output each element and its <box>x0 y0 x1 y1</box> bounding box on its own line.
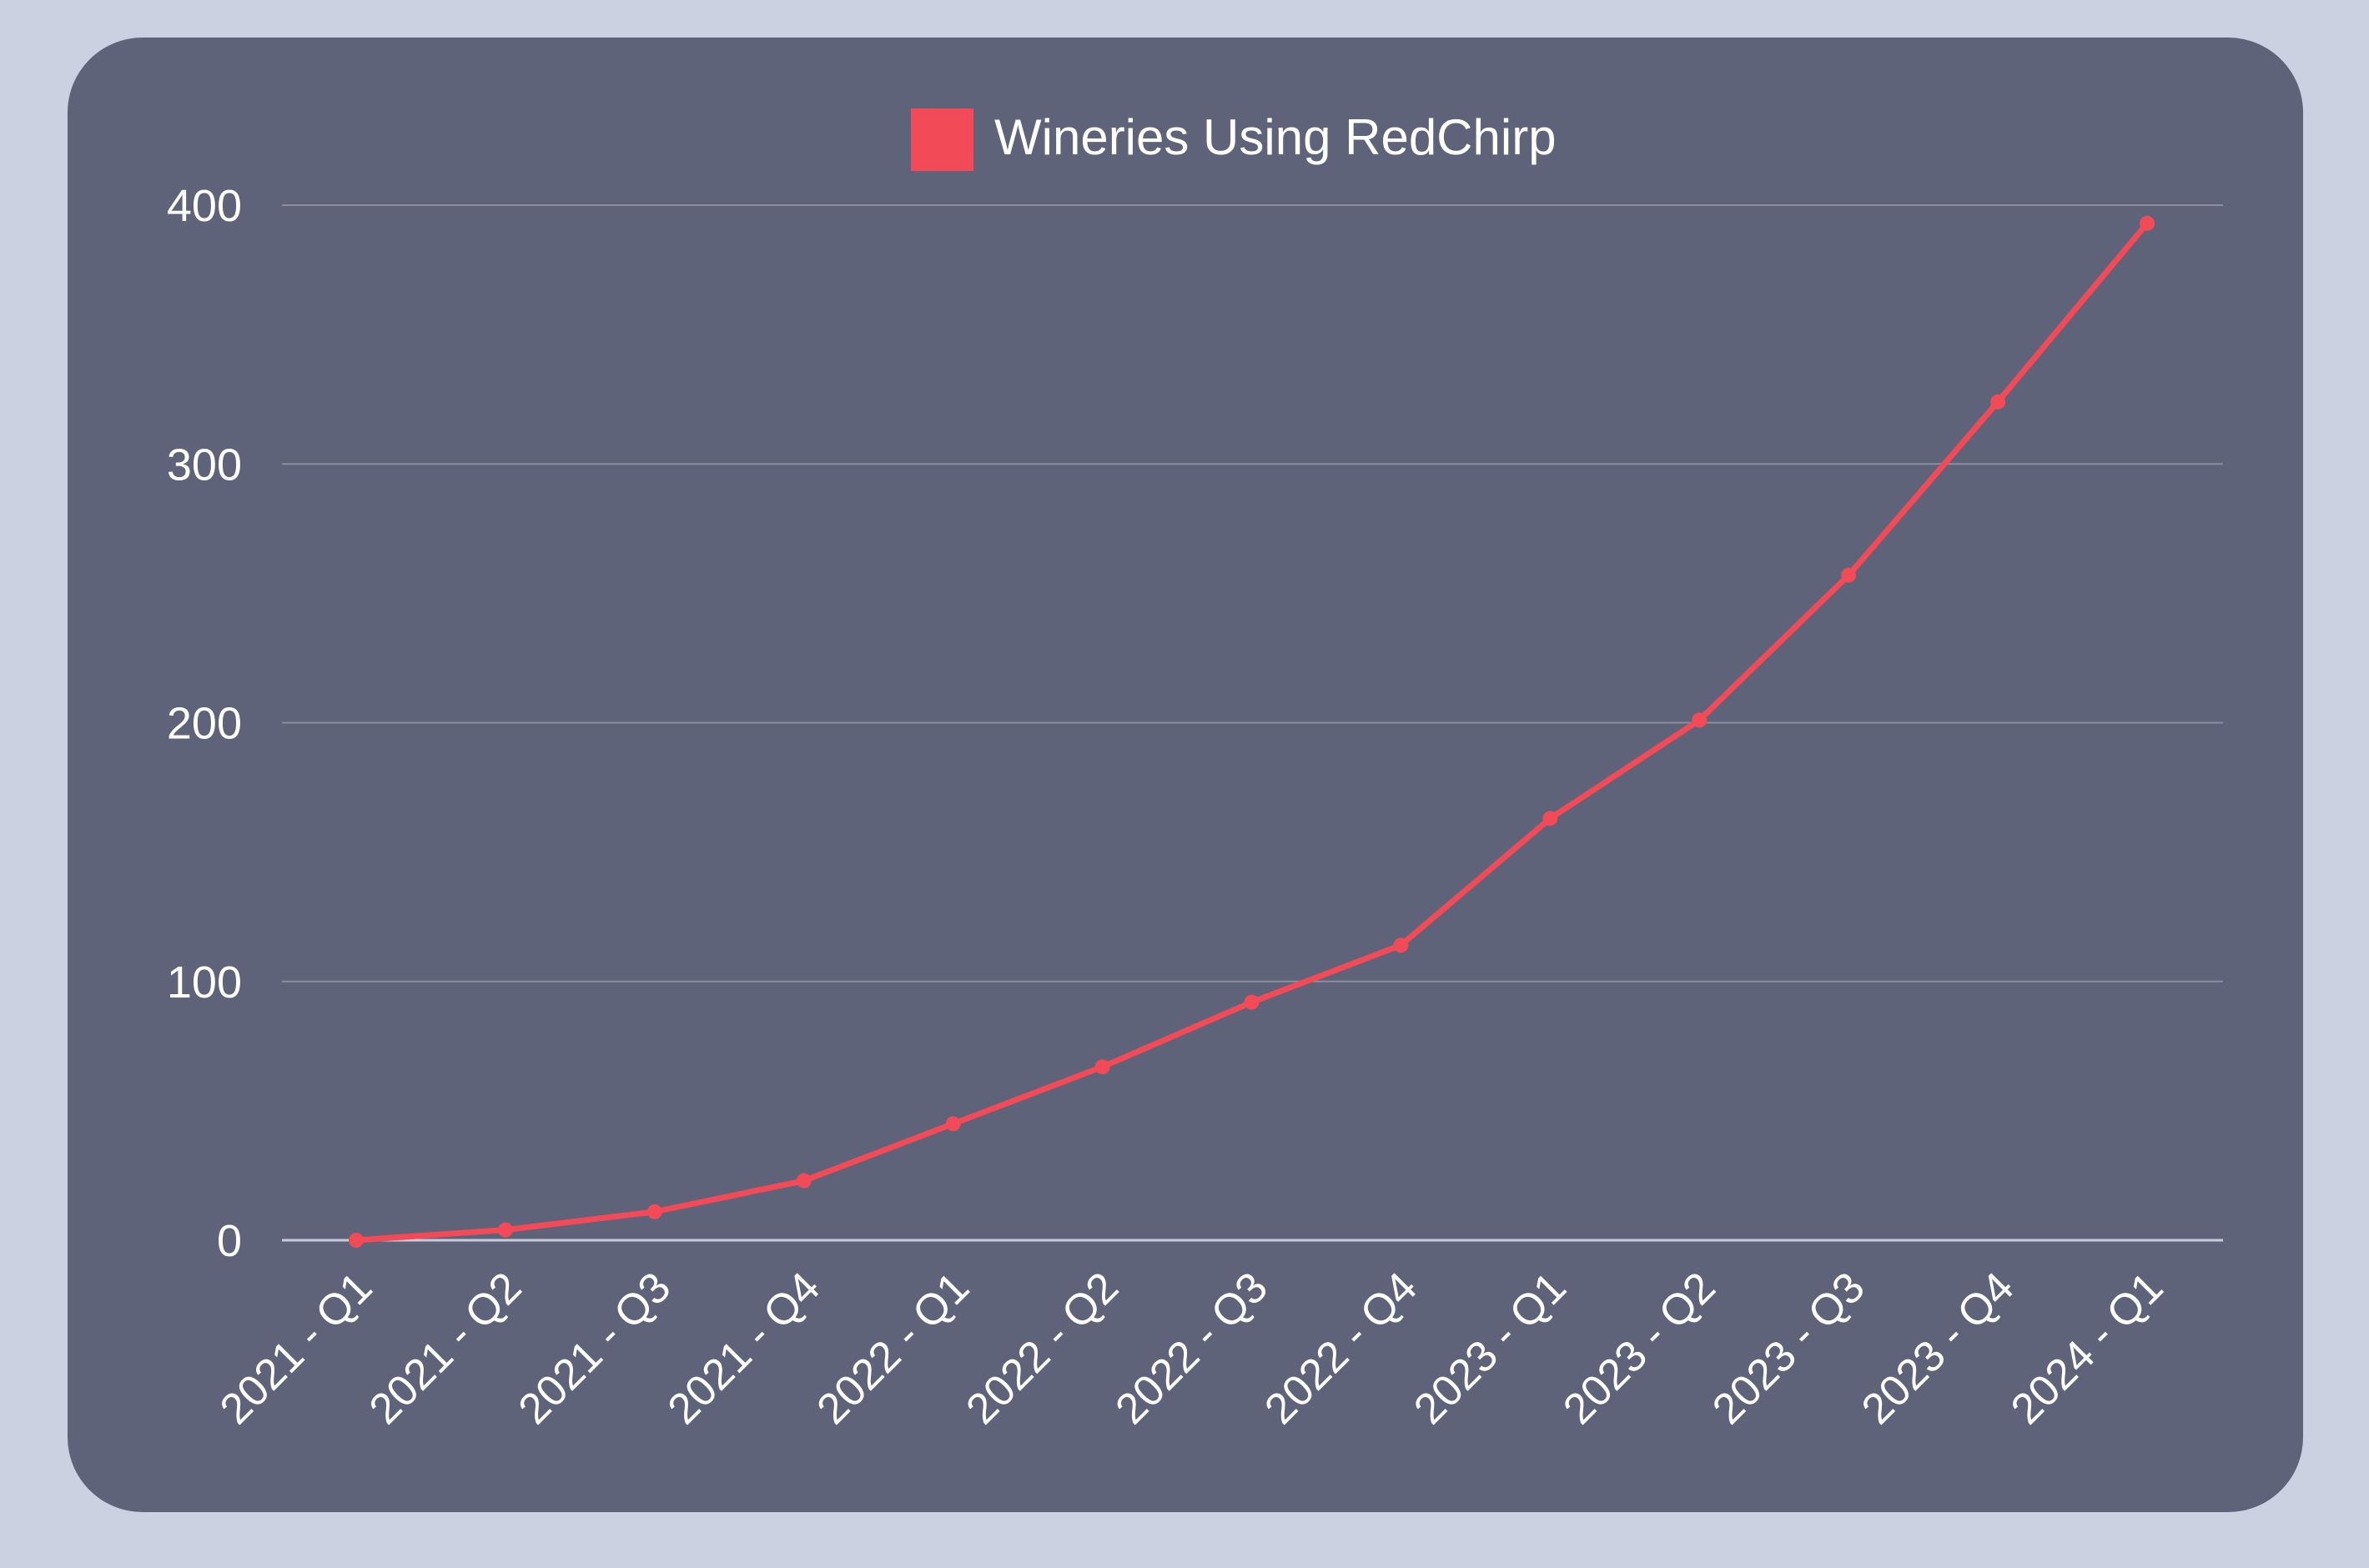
y-axis-ticks: 0 100 200 300 400 <box>167 181 242 1266</box>
x-tick-label: 2021 - Q3 <box>510 1263 681 1434</box>
legend-swatch <box>911 108 973 171</box>
x-tick-label: 2023 - Q2 <box>1554 1263 1725 1434</box>
data-point[interactable] <box>2140 215 2155 231</box>
legend-label: Wineries Using RedChirp <box>994 109 1557 165</box>
data-point[interactable] <box>945 1116 961 1132</box>
x-tick-label: 2022 - Q4 <box>1255 1263 1426 1434</box>
y-tick-label: 400 <box>167 181 242 231</box>
data-point[interactable] <box>646 1204 662 1219</box>
x-tick-label: 2023 - Q4 <box>1853 1263 2024 1434</box>
chart-card <box>68 38 2303 1512</box>
data-point[interactable] <box>1990 394 2006 410</box>
y-tick-label: 300 <box>167 440 242 490</box>
data-point[interactable] <box>1692 712 1708 728</box>
series-line <box>353 220 2150 1244</box>
y-tick-label: 200 <box>167 699 242 749</box>
x-tick-label: 2021 - Q4 <box>659 1263 830 1434</box>
data-point[interactable] <box>1542 811 1558 827</box>
data-point[interactable] <box>1841 567 1857 583</box>
series-layer <box>349 215 2155 1248</box>
y-tick-label: 100 <box>167 957 242 1008</box>
x-tick-label: 2021 - Q2 <box>360 1263 531 1434</box>
x-tick-label: 2023 - Q3 <box>1703 1263 1874 1434</box>
x-tick-label: 2022 - Q3 <box>1106 1263 1277 1434</box>
x-tick-label: 2023 - Q1 <box>1405 1263 1576 1434</box>
data-point[interactable] <box>1393 937 1409 953</box>
x-tick-label: 2021 - Q1 <box>211 1263 382 1434</box>
data-point[interactable] <box>796 1173 812 1189</box>
data-point[interactable] <box>1244 994 1260 1010</box>
y-tick-label: 0 <box>217 1216 242 1266</box>
grid-lines <box>282 204 2223 1242</box>
x-tick-label: 2022 - Q1 <box>808 1263 979 1434</box>
data-point[interactable] <box>497 1222 513 1238</box>
x-tick-label: 2022 - Q2 <box>958 1263 1129 1434</box>
data-point[interactable] <box>1094 1059 1110 1075</box>
x-tick-label: 2024 - Q1 <box>2002 1263 2173 1434</box>
data-point[interactable] <box>349 1233 364 1248</box>
legend[interactable]: Wineries Using RedChirp <box>911 108 1557 171</box>
